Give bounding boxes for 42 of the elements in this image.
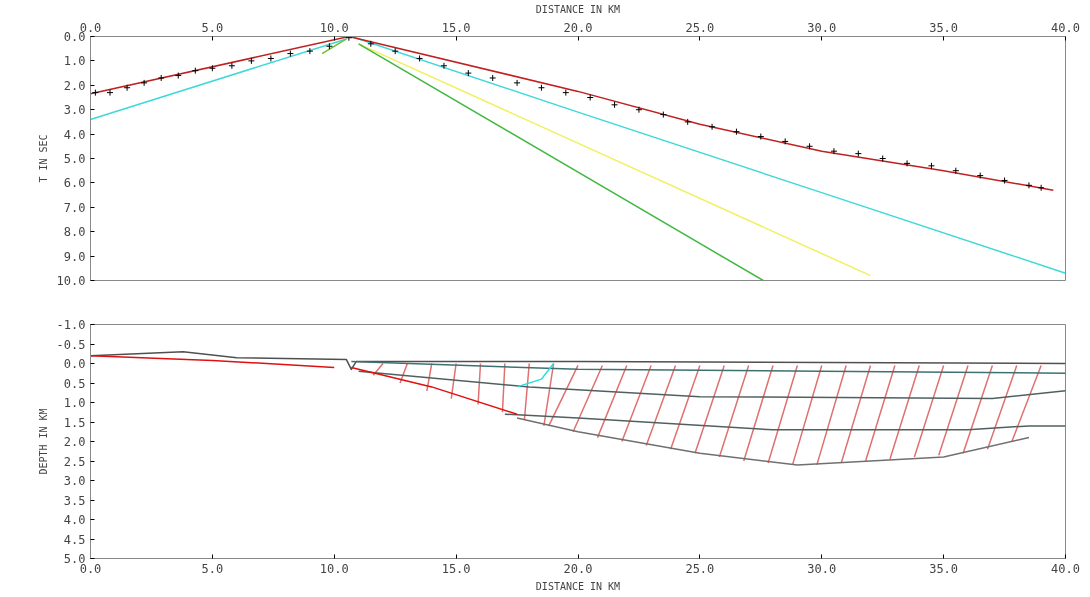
y-tick-label: 3.0: [63, 474, 86, 488]
x-tick-label: 25.0: [685, 20, 715, 35]
x-tick-label: 10.0: [319, 561, 349, 576]
y-tick-label: 3.0: [63, 103, 86, 118]
x-tick-label: 30.0: [807, 561, 837, 576]
y-tick-label: 9.0: [63, 249, 86, 264]
x-tick-label: 15.0: [441, 20, 471, 35]
y-tick-label: 6.0: [63, 176, 86, 191]
x-tick-label: 10.0: [319, 20, 349, 35]
y-tick-label: 2.0: [63, 78, 86, 93]
y-tick-label: 8.0: [63, 225, 86, 240]
y-tick-label: 2.5: [63, 454, 86, 469]
x-tick-label: 35.0: [929, 20, 959, 35]
x-tick-label: 20.0: [563, 20, 593, 35]
y-tick-label: -0.5: [56, 337, 86, 352]
y-tick-label: 7.0: [63, 200, 86, 215]
x-tick-label: 40.0: [1051, 20, 1080, 35]
x-tick-label: 5.0: [201, 20, 224, 35]
x-tick-label: 25.0: [685, 561, 715, 576]
y-tick-label: -1.0: [56, 318, 86, 332]
y-tick-label: 0.5: [63, 376, 86, 391]
x-tick-label: 35.0: [929, 561, 959, 576]
y-tick-label: 1.0: [63, 396, 86, 410]
y-tick-label: 4.0: [63, 127, 86, 142]
x-tick-label: 5.0: [201, 561, 224, 576]
y-tick-label: 2.0: [63, 435, 86, 449]
x-tick-label: 30.0: [807, 20, 837, 35]
y-tick-label: 1.0: [63, 54, 86, 69]
x-axis-title: DISTANCE IN KM: [535, 580, 621, 592]
x-tick-label: 20.0: [563, 561, 593, 576]
y-axis-title: DEPTH IN KM: [37, 408, 49, 475]
y-tick-label: 0.0: [63, 357, 86, 371]
x-tick-label: 40.0: [1051, 561, 1080, 576]
y-axis-title: T IN SEC: [37, 134, 49, 183]
y-tick-label: 5.0: [63, 152, 86, 166]
y-tick-label: 10.0: [56, 274, 86, 288]
y-tick-label: 3.5: [63, 493, 86, 508]
x-axis-title: DISTANCE IN KM: [535, 3, 621, 15]
x-tick-label: 15.0: [441, 561, 471, 576]
y-tick-label: 4.0: [63, 513, 86, 527]
y-tick-label: 4.5: [63, 532, 86, 547]
y-tick-label: 1.5: [63, 415, 86, 430]
